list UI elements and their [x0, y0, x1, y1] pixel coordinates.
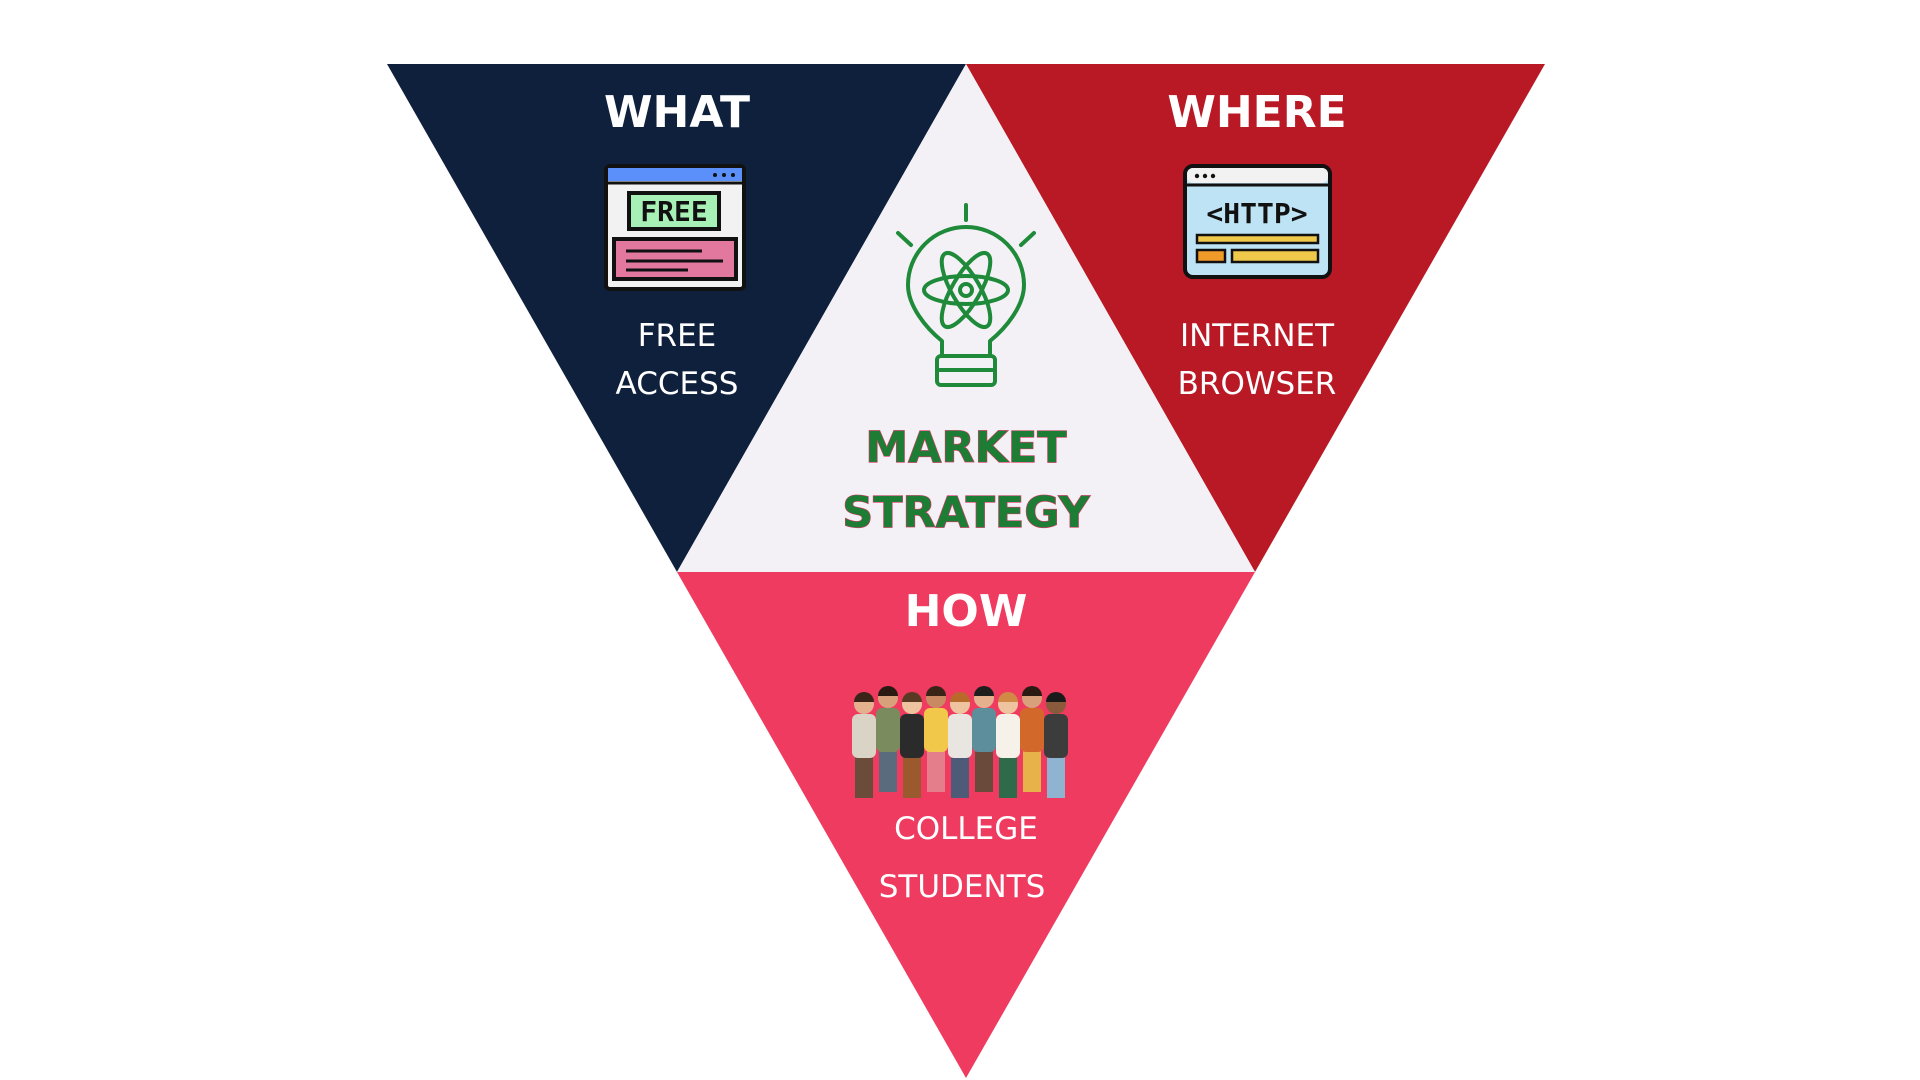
free-webpage-icon: FREE: [604, 164, 746, 291]
what-heading: WHAT: [604, 87, 750, 138]
student-body: [900, 714, 924, 758]
student-group-illustration: [852, 686, 1068, 798]
where-line2: BROWSER: [1178, 366, 1337, 402]
student-hair: [926, 686, 946, 696]
student-hair: [974, 686, 994, 696]
student-legs: [879, 748, 897, 792]
lightbulb-atom-icon: [896, 203, 1036, 387]
what-panel: [387, 64, 966, 572]
student-legs: [927, 748, 945, 792]
http-browser-icon: <HTTP>: [1183, 164, 1332, 279]
student-legs: [975, 748, 993, 792]
student-legs: [999, 754, 1017, 798]
how-line2: STUDENTS: [879, 869, 1046, 905]
http-icon-text: <HTTP>: [1206, 197, 1307, 230]
student-body: [996, 714, 1020, 758]
where-heading: WHERE: [1167, 87, 1346, 138]
where-panel: [966, 64, 1545, 572]
what-line2: ACCESS: [616, 366, 739, 402]
student-legs: [1047, 754, 1065, 798]
center-title-line2: STRATEGY: [842, 488, 1090, 538]
student-legs: [903, 754, 921, 798]
student-body: [1044, 714, 1068, 758]
student-legs: [855, 754, 873, 798]
student-legs: [1023, 748, 1041, 792]
student-hair: [902, 692, 922, 702]
how-heading: HOW: [905, 586, 1028, 637]
student-hair: [1022, 686, 1042, 696]
student-hair: [854, 692, 874, 702]
student-body: [972, 708, 996, 752]
free-icon-text: FREE: [640, 195, 707, 228]
center-title-line1: MARKET: [865, 423, 1067, 473]
where-line1: INTERNET: [1180, 318, 1335, 354]
how-panel: [677, 572, 1255, 1078]
center-panel: [677, 64, 1255, 572]
how-line1: COLLEGE: [894, 811, 1038, 847]
student-hair: [1046, 692, 1066, 702]
what-line1: FREE: [638, 318, 717, 354]
student-legs: [951, 754, 969, 798]
student-hair: [878, 686, 898, 696]
student-body: [876, 708, 900, 752]
student-body: [924, 708, 948, 752]
student-body: [948, 714, 972, 758]
student-hair: [998, 692, 1018, 702]
student-hair: [950, 692, 970, 702]
student-body: [852, 714, 876, 758]
student-body: [1020, 708, 1044, 752]
